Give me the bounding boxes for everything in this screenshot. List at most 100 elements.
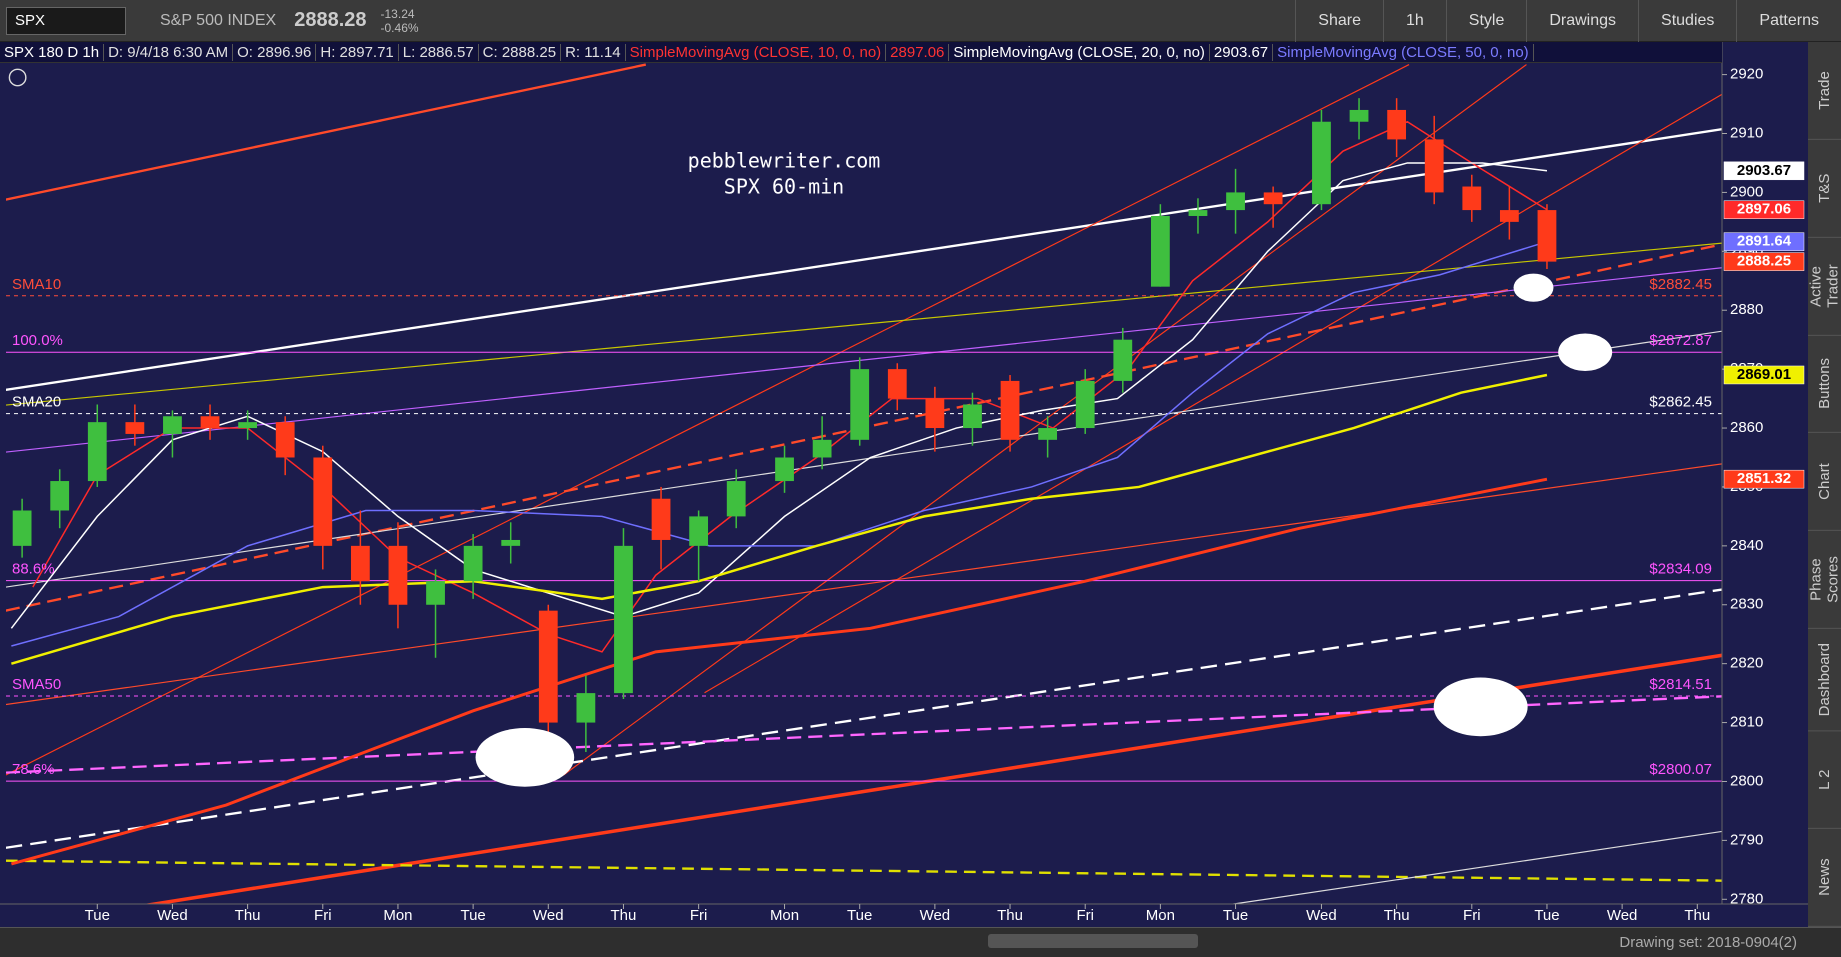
price-box [1723, 365, 1805, 385]
sidebar-tab[interactable]: Trade [1808, 42, 1841, 140]
sidebar-tab[interactable]: L 2 [1808, 731, 1841, 830]
level-name: SMA50 [12, 676, 61, 693]
candle-body [651, 498, 671, 540]
x-tick-label: Thu [1684, 907, 1710, 924]
y-tick-label: 2800 [1730, 772, 1763, 789]
toolbar-button[interactable]: Studies [1638, 0, 1736, 42]
y-tick-label: 2910 [1730, 124, 1763, 141]
candle-body [426, 581, 445, 605]
sidebar-tab[interactable]: Phase Scores [1808, 531, 1841, 629]
info-item: D: 9/4/18 6:30 AM [104, 43, 234, 61]
symbol-input[interactable]: SPX [6, 6, 126, 35]
sidebar-tab[interactable]: Dashboard [1808, 628, 1841, 732]
toolbar-button[interactable]: Drawings [1526, 0, 1638, 42]
level-name: SMA10 [12, 276, 61, 293]
toolbar-buttons: Share 1h Style Drawings Studies Patterns [1295, 0, 1841, 42]
sidebar-tab[interactable]: Active Trader [1808, 237, 1841, 336]
x-tick-label: Wed [1306, 907, 1337, 924]
highlight [1433, 677, 1528, 737]
background [0, 0, 1808, 927]
x-tick-label: Tue [1223, 907, 1248, 924]
price-box [1723, 161, 1805, 181]
percent-change: -0.46% [380, 20, 419, 35]
candle-body [1150, 215, 1170, 287]
sidebar-tab[interactable]: News [1808, 829, 1841, 928]
info-item: SimpleMovingAvg (CLOSE, 20, 0, no) [949, 43, 1210, 61]
candle-body [689, 516, 709, 546]
candle-body [200, 416, 220, 429]
price-box [1723, 232, 1805, 251]
info-item: 2903.67 [1210, 43, 1274, 61]
level-label: $2882.45 [1649, 276, 1712, 293]
toolbar-button[interactable]: Patterns [1736, 0, 1841, 42]
candle-body [463, 545, 483, 582]
info-bar: SPX 180 D 1h D: 9/4/18 6:30 AM O: 2896.96 H… [0, 42, 1722, 63]
trend-line [6, 859, 1722, 882]
y-tick-label: 2840 [1730, 537, 1763, 554]
annotation: pebblewriter.com [688, 149, 881, 173]
trend-line [6, 267, 1722, 453]
level-label: $2872.87 [1649, 332, 1712, 349]
highlight [1513, 273, 1554, 302]
y-tick-label: 2830 [1730, 596, 1763, 613]
x-tick-label: Wed [920, 907, 951, 924]
candle-body [313, 457, 333, 546]
candle-body [726, 481, 746, 517]
info-item: 2897.06 [886, 43, 950, 61]
candle-body [1537, 210, 1557, 262]
level-name: 100.0% [12, 332, 63, 349]
trend-line [6, 330, 1722, 588]
candle-body [501, 539, 521, 546]
y-tick-label: 2780 [1730, 890, 1763, 907]
axes: SMA10 $2882.45 100.0% $2872.87 SMA20 $2862.45… [12, 66, 1805, 924]
candle-body [50, 481, 70, 511]
x-tick-label: Thu [235, 907, 261, 924]
candle-body [538, 610, 558, 723]
candle-body [775, 457, 794, 482]
sidebar: Trade T&S Active Trader Buttons Chart Phase S… [1808, 42, 1841, 928]
x-tick-label: Wed [533, 907, 564, 924]
x-tick-label: Tue [1534, 907, 1559, 924]
trend-line [6, 242, 1722, 406]
level-label: $2862.45 [1649, 394, 1712, 411]
candle-body [1312, 121, 1331, 205]
price-box-label: 2897.06 [1737, 201, 1791, 218]
candle-body [1188, 210, 1208, 216]
toolbar-button[interactable]: Share [1295, 0, 1383, 42]
last-price: 2888.28 [294, 9, 367, 31]
candle-body [1075, 380, 1095, 429]
toolbar-button[interactable]: Style [1445, 0, 1527, 42]
y-tick-label: 2820 [1730, 655, 1763, 672]
sidebar-tab[interactable]: T&S [1808, 139, 1841, 238]
candle-body [87, 422, 107, 482]
candle-body [850, 369, 870, 440]
info-item: O: 2896.96 [233, 43, 317, 61]
x-tick-label: Fri [314, 907, 332, 924]
symbol-name: S&P 500 INDEX [160, 11, 277, 29]
sidebar-tab[interactable]: Buttons [1808, 335, 1841, 434]
highlight [475, 728, 575, 787]
trend-line [704, 93, 1722, 694]
toolbar: SPX S&P 500 INDEX 2888.28 -13.24 -0.46% S… [0, 0, 1841, 42]
toolbar-button[interactable]: 1h [1382, 0, 1446, 42]
trend-line [563, 64, 1527, 776]
price-box [1723, 200, 1805, 219]
y-tick-label: 2920 [1730, 66, 1763, 83]
info-item: C: 2888.25 [479, 43, 562, 61]
drawing-set[interactable]: Drawing set: 2018-0904(2) [1619, 934, 1797, 951]
candle-body [1263, 192, 1283, 205]
moving-average [11, 373, 1548, 665]
moving-average [11, 240, 1548, 647]
marks [6, 98, 1722, 866]
sidebar-tab[interactable]: Chart [1808, 433, 1841, 532]
candle-body [12, 510, 32, 546]
chart: pebblewriter.com SPX 60-min SMA10 $2882.4… [0, 0, 1808, 927]
level-name: SMA20 [12, 394, 61, 411]
annotation: SPX 60-min [724, 175, 844, 199]
candle-body [1349, 109, 1369, 122]
candle-body [1424, 139, 1444, 193]
candle-body [388, 545, 408, 605]
info-icon[interactable] [8, 68, 27, 87]
price-box [1723, 469, 1805, 489]
scrollbar[interactable] [988, 934, 1198, 948]
